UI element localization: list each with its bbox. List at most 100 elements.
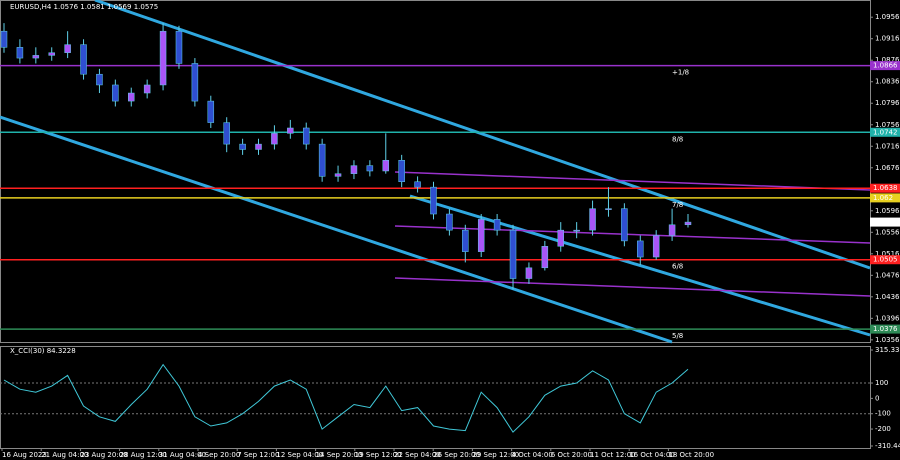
candle-body bbox=[32, 55, 40, 59]
candle-body bbox=[541, 246, 549, 269]
candle-body bbox=[16, 47, 24, 59]
candle-body bbox=[414, 181, 421, 188]
candle-body bbox=[318, 143, 326, 177]
candle-body bbox=[128, 92, 135, 102]
candle-body bbox=[48, 52, 55, 56]
price-box bbox=[870, 324, 900, 334]
candle-body bbox=[573, 229, 580, 232]
current-price-box bbox=[870, 217, 900, 227]
x-tick-label: 16 Oct 04:00 bbox=[629, 451, 675, 459]
y-tick-label: 1.0396 bbox=[875, 314, 900, 322]
channel-line bbox=[0, 115, 673, 344]
candle-body bbox=[334, 173, 342, 177]
candle-body bbox=[350, 165, 358, 174]
indicator-tick-label: -100 bbox=[875, 410, 891, 418]
indicator-tick-label: 100 bbox=[875, 379, 888, 387]
channel-line bbox=[94, 0, 871, 270]
candle-body bbox=[223, 122, 230, 145]
y-tick-label: 1.0556 bbox=[875, 228, 900, 236]
candle-body bbox=[239, 143, 246, 150]
indicator-line bbox=[3, 363, 689, 433]
x-tick-label: 14 Sep 20:00 bbox=[316, 451, 363, 459]
candle-body bbox=[159, 30, 167, 86]
x-tick-label: 11 Oct 12:00 bbox=[590, 451, 636, 459]
price-box bbox=[870, 183, 900, 193]
x-tick-label: 6 Oct 20:00 bbox=[551, 451, 592, 459]
x-tick-label: 28 Aug 12:00 bbox=[120, 451, 167, 459]
level-label: 6/8 bbox=[672, 263, 683, 271]
x-tick-label: 18 Oct 20:00 bbox=[668, 451, 714, 459]
price-frame bbox=[0, 0, 871, 343]
x-tick-label: 19 Sep 12:00 bbox=[355, 451, 402, 459]
candle-body bbox=[287, 127, 294, 134]
y-tick-label: 1.0796 bbox=[875, 99, 900, 107]
indicator-tick-label: 0 bbox=[875, 394, 879, 402]
y-tick-label: 1.0356 bbox=[875, 336, 900, 344]
level-label: +1/8 bbox=[672, 69, 689, 77]
price-box-label: 1.0505 bbox=[873, 256, 898, 264]
candle-body bbox=[366, 165, 374, 172]
x-tick-label: 4 Sep 20:00 bbox=[198, 451, 240, 459]
candle-body bbox=[382, 159, 390, 172]
indicator-tick-label: -200 bbox=[875, 425, 891, 433]
candle-body bbox=[255, 143, 262, 150]
candle-body bbox=[668, 224, 676, 236]
candle-body bbox=[509, 229, 517, 279]
y-tick-label: 1.0956 bbox=[875, 13, 900, 21]
indicator-title: X_CCI(30) 84.3228 bbox=[10, 347, 76, 355]
x-tick-label: 29 Sep 12:00 bbox=[472, 451, 519, 459]
x-tick-label: 7 Sep 12:00 bbox=[237, 451, 279, 459]
candle-body bbox=[143, 84, 151, 94]
candle-body bbox=[605, 208, 612, 210]
y-tick-label: 1.0476 bbox=[875, 271, 900, 279]
candle-body bbox=[80, 44, 87, 75]
y-tick-label: 1.0516 bbox=[875, 250, 900, 258]
price-box bbox=[870, 193, 900, 203]
candle-body bbox=[175, 30, 183, 64]
regression-line bbox=[394, 277, 871, 297]
channel-line bbox=[409, 194, 871, 337]
x-tick-label: 12 Sep 04:00 bbox=[276, 451, 323, 459]
candle-body bbox=[446, 213, 453, 231]
x-tick-label: 22 Sep 04:00 bbox=[394, 451, 441, 459]
indicator-frame bbox=[0, 346, 871, 449]
candle-body bbox=[493, 219, 501, 231]
level-label: 7/8 bbox=[672, 201, 683, 209]
candle-body bbox=[0, 30, 8, 48]
x-tick-label: 16 Aug 2023 bbox=[2, 451, 47, 459]
candle-body bbox=[462, 229, 469, 252]
x-tick-label: 4 Oct 04:00 bbox=[512, 451, 553, 459]
price-box-label: 1.0742 bbox=[873, 128, 898, 136]
candle-body bbox=[589, 208, 596, 231]
candle-body bbox=[477, 219, 485, 252]
y-tick-label: 1.0716 bbox=[875, 142, 900, 150]
chart-title: EURUSD,H4 1.0576 1.0581 1.0569 1.0575 bbox=[10, 3, 158, 11]
indicator-tick-label: 315.3313 bbox=[875, 346, 900, 354]
regression-line bbox=[394, 225, 871, 244]
y-tick-label: 1.0596 bbox=[875, 207, 900, 215]
price-box bbox=[870, 61, 900, 71]
candle-body bbox=[684, 221, 692, 226]
candle-body bbox=[302, 127, 310, 145]
y-tick-label: 1.0916 bbox=[875, 35, 900, 43]
candle-body bbox=[112, 84, 119, 102]
candle-body bbox=[191, 63, 199, 102]
candle-body bbox=[557, 229, 564, 247]
price-box bbox=[870, 255, 900, 265]
x-tick-label: 31 Aug 04:00 bbox=[159, 451, 206, 459]
x-tick-label: 23 Aug 20:00 bbox=[80, 451, 127, 459]
regression-line bbox=[394, 171, 871, 191]
candle-body bbox=[64, 44, 71, 53]
candle-body bbox=[207, 100, 215, 123]
candle-body bbox=[96, 73, 103, 86]
candle-body bbox=[652, 235, 660, 258]
y-tick-label: 1.0756 bbox=[875, 121, 900, 129]
price-box bbox=[870, 127, 900, 137]
candle-body bbox=[398, 159, 405, 183]
candle-body bbox=[525, 267, 533, 279]
candle-body bbox=[430, 186, 437, 215]
y-tick-label: 1.0676 bbox=[875, 164, 900, 172]
level-label: 8/8 bbox=[672, 135, 683, 143]
y-tick-label: 1.0876 bbox=[875, 56, 900, 64]
